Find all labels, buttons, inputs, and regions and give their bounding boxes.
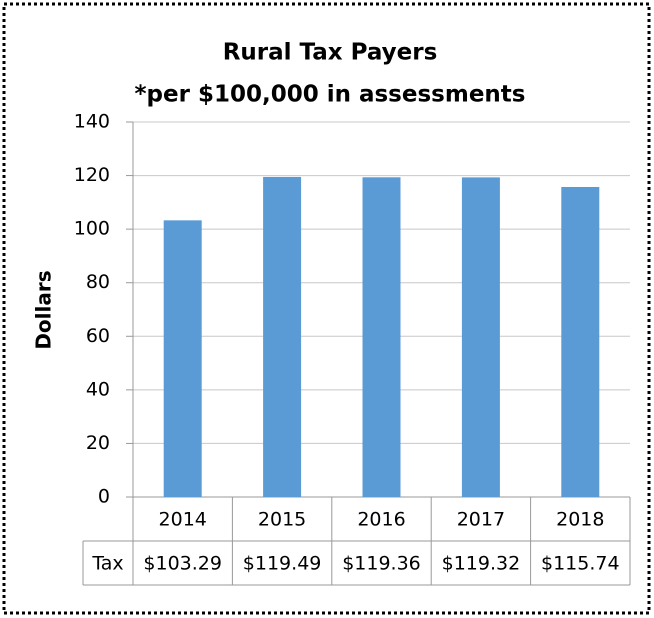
bar — [263, 176, 302, 497]
bar — [561, 186, 600, 497]
x-tick-label: 2015 — [258, 509, 306, 531]
data-label: $119.32 — [442, 553, 521, 575]
y-tick-label: 140 — [74, 111, 110, 133]
data-label: $119.36 — [342, 553, 421, 575]
y-tick-label: 120 — [74, 164, 110, 186]
y-tick-label: 60 — [86, 325, 110, 347]
x-tick-label: 2018 — [556, 509, 604, 531]
bar — [461, 177, 500, 497]
data-label: $103.29 — [143, 553, 222, 575]
y-tick-label: 0 — [98, 486, 110, 508]
x-tick-label: 2016 — [357, 509, 405, 531]
chart-subtitle: *per $100,000 in assessments — [135, 82, 526, 108]
y-tick-label: 80 — [86, 271, 110, 293]
data-label: $115.74 — [541, 553, 620, 575]
y-axis-label: Dollars — [32, 270, 56, 349]
legend-label: Tax — [91, 553, 123, 575]
bar — [163, 220, 202, 497]
y-tick-label: 40 — [86, 378, 110, 400]
x-tick-label: 2014 — [159, 509, 207, 531]
chart-title: Rural Tax Payers — [223, 40, 438, 66]
y-tick-label: 100 — [74, 218, 110, 240]
x-tick-label: 2017 — [457, 509, 505, 531]
y-tick-label: 20 — [86, 432, 110, 454]
bar — [362, 177, 401, 498]
data-label: $119.49 — [243, 553, 322, 575]
